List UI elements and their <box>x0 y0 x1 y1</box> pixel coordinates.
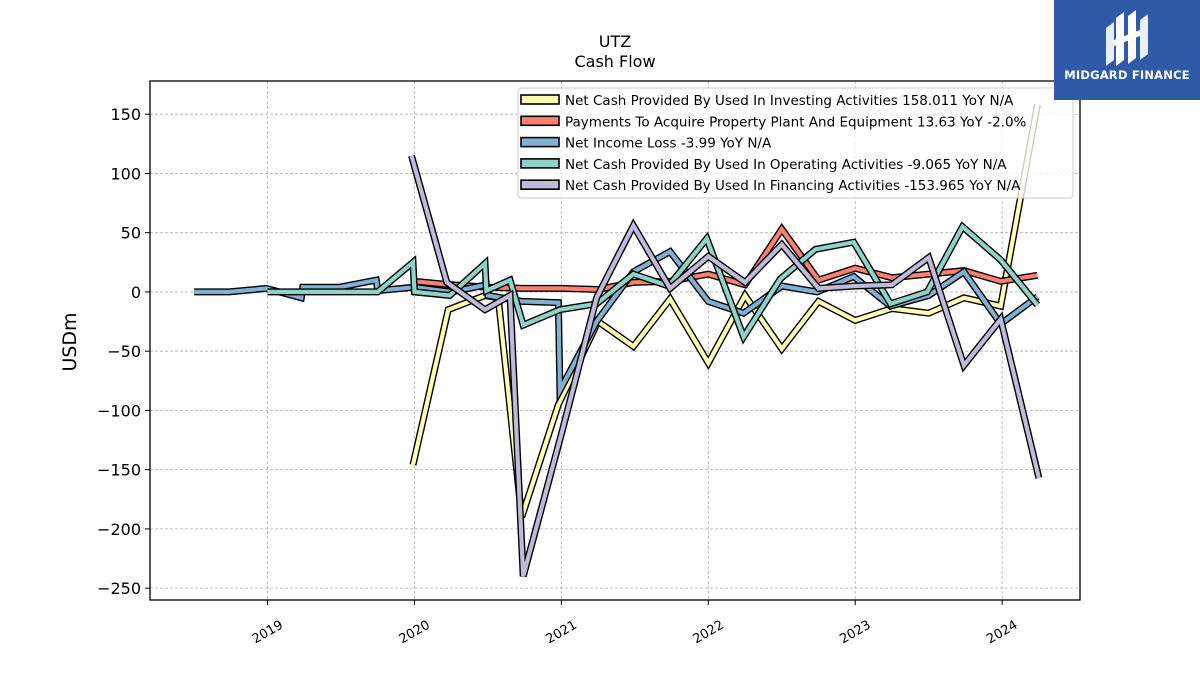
x-tick-label: 2021 <box>544 618 580 648</box>
legend-swatch <box>520 94 560 105</box>
x-tick-label: 2020 <box>397 618 433 648</box>
legend-swatch <box>520 136 560 148</box>
legend-label: Net Cash Provided By Used In Operating A… <box>565 157 1007 173</box>
plot-frame <box>149 80 1081 601</box>
legend-label: Payments To Acquire Property Plant And E… <box>565 114 1027 130</box>
y-tick-label: −150 <box>97 461 141 480</box>
y-tick-label: 50 <box>121 224 141 243</box>
chart-subtitle: Cash Flow <box>574 52 655 71</box>
y-tick-label: 0 <box>131 283 141 302</box>
series-line-4 <box>409 155 1041 577</box>
legend-box <box>517 87 1074 199</box>
y-tick-label: −250 <box>97 579 141 598</box>
legend-swatch <box>520 179 560 190</box>
series-line-2 <box>194 248 1039 399</box>
legend: Net Cash Provided By Used In Investing A… <box>517 87 1074 199</box>
midgard-finance-logo: MIDGARD FINANCE <box>1054 0 1200 100</box>
legend-label: Net Cash Provided By Used In Financing A… <box>565 178 1021 194</box>
series-lines <box>194 104 1043 578</box>
y-tick-label: −200 <box>97 520 141 539</box>
legend-label: Net Cash Provided By Used In Investing A… <box>565 93 1014 109</box>
x-tick-label: 2023 <box>837 618 873 648</box>
y-tick-label: 150 <box>110 105 141 124</box>
legend-swatch <box>520 158 560 169</box>
x-tick-label: 2019 <box>250 618 286 648</box>
y-tick-label: −100 <box>97 401 141 420</box>
y-tick-label: −50 <box>107 342 141 361</box>
y-axis-label: USDm <box>59 312 81 371</box>
logo-text: MIDGARD FINANCE <box>1064 68 1190 82</box>
logo-mark-icon <box>1106 10 1148 66</box>
chart-title: UTZ <box>599 32 631 51</box>
x-tick-label: 2022 <box>690 618 726 648</box>
x-tick-label: 2024 <box>984 618 1020 648</box>
y-tick-label: 100 <box>110 164 141 183</box>
legend-label: Net Income Loss -3.99 YoY N/A <box>565 136 772 152</box>
legend-swatch <box>520 115 560 127</box>
